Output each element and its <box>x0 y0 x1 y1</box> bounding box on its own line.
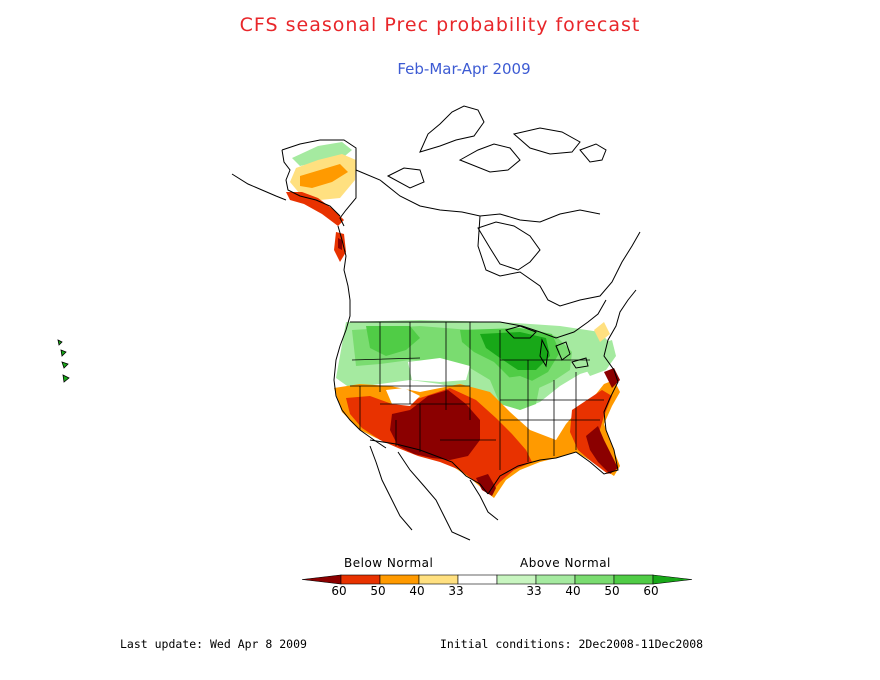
us-canada-border <box>350 299 607 339</box>
hawaii-islands <box>57 339 70 383</box>
alaska-orange-area <box>300 164 348 188</box>
colorbar-tick-label: 50 <box>604 584 619 598</box>
legend-above-label: Above Normal <box>520 556 611 570</box>
initial-conditions-text: Initial conditions: 2Dec2008-11Dec2008 <box>440 637 704 651</box>
map-subtitle: Feb-Mar-Apr 2009 <box>397 60 531 78</box>
colorbar-bin <box>418 574 459 585</box>
colorbar-tick-label: 33 <box>448 584 463 598</box>
map-title: CFS seasonal Prec probability forecast <box>239 14 641 36</box>
green-central <box>490 376 540 410</box>
colorbar-tick-label: 60 <box>643 584 658 598</box>
colorbar-tick-label: 60 <box>331 584 346 598</box>
panhandle-darkred-area <box>338 238 342 250</box>
colorbar-tick-label: 40 <box>565 584 580 598</box>
colorbar-bin <box>574 574 615 585</box>
us-mexico-border <box>369 439 489 495</box>
florida-darkred <box>586 426 618 474</box>
canada-arctic-coast <box>355 169 641 307</box>
colorbar-tick-label: 50 <box>370 584 385 598</box>
colorbar-bin <box>301 574 342 585</box>
colorbar-bin <box>379 574 420 585</box>
alaska-outline <box>231 139 357 227</box>
legend-below-label: Below Normal <box>344 556 434 570</box>
last-update-text: Last update: Wed Apr 8 2009 <box>120 637 307 651</box>
greenland-edge <box>579 143 607 163</box>
colorbar-legend: 60 50 40 33 33 40 50 60 <box>301 574 693 598</box>
great-lakes <box>505 325 589 369</box>
colorbar-bin <box>496 574 537 585</box>
north-green-deep <box>480 332 550 370</box>
pacific-coast <box>333 225 387 449</box>
gulf-atlantic-coast <box>487 289 637 495</box>
southern-plains-darkred <box>390 390 480 460</box>
colorbar-tick-label: 40 <box>409 584 424 598</box>
forecast-fills <box>286 142 620 498</box>
state-lines <box>350 322 604 470</box>
colorbar-bin <box>535 574 576 585</box>
texas-coast-darkred <box>476 474 496 496</box>
map-outlines <box>57 105 641 541</box>
carolina-darkred <box>604 368 620 388</box>
mid-atlantic-green <box>580 340 616 376</box>
new-england-orange <box>594 322 610 342</box>
white-gap-west <box>408 358 470 382</box>
arctic-islands <box>386 105 581 189</box>
hudson-bay <box>477 221 541 271</box>
mexico-outline <box>369 445 499 541</box>
colorbar-bin <box>613 574 654 585</box>
southwest-white-gap <box>386 388 420 406</box>
colorbar-bin <box>652 574 693 585</box>
colorbar-tick-label: 33 <box>526 584 541 598</box>
alaska-red-area <box>286 192 344 226</box>
colorbar-bin <box>340 574 381 585</box>
north-green-dark-west <box>366 326 420 356</box>
colorbar-bin <box>457 574 498 585</box>
